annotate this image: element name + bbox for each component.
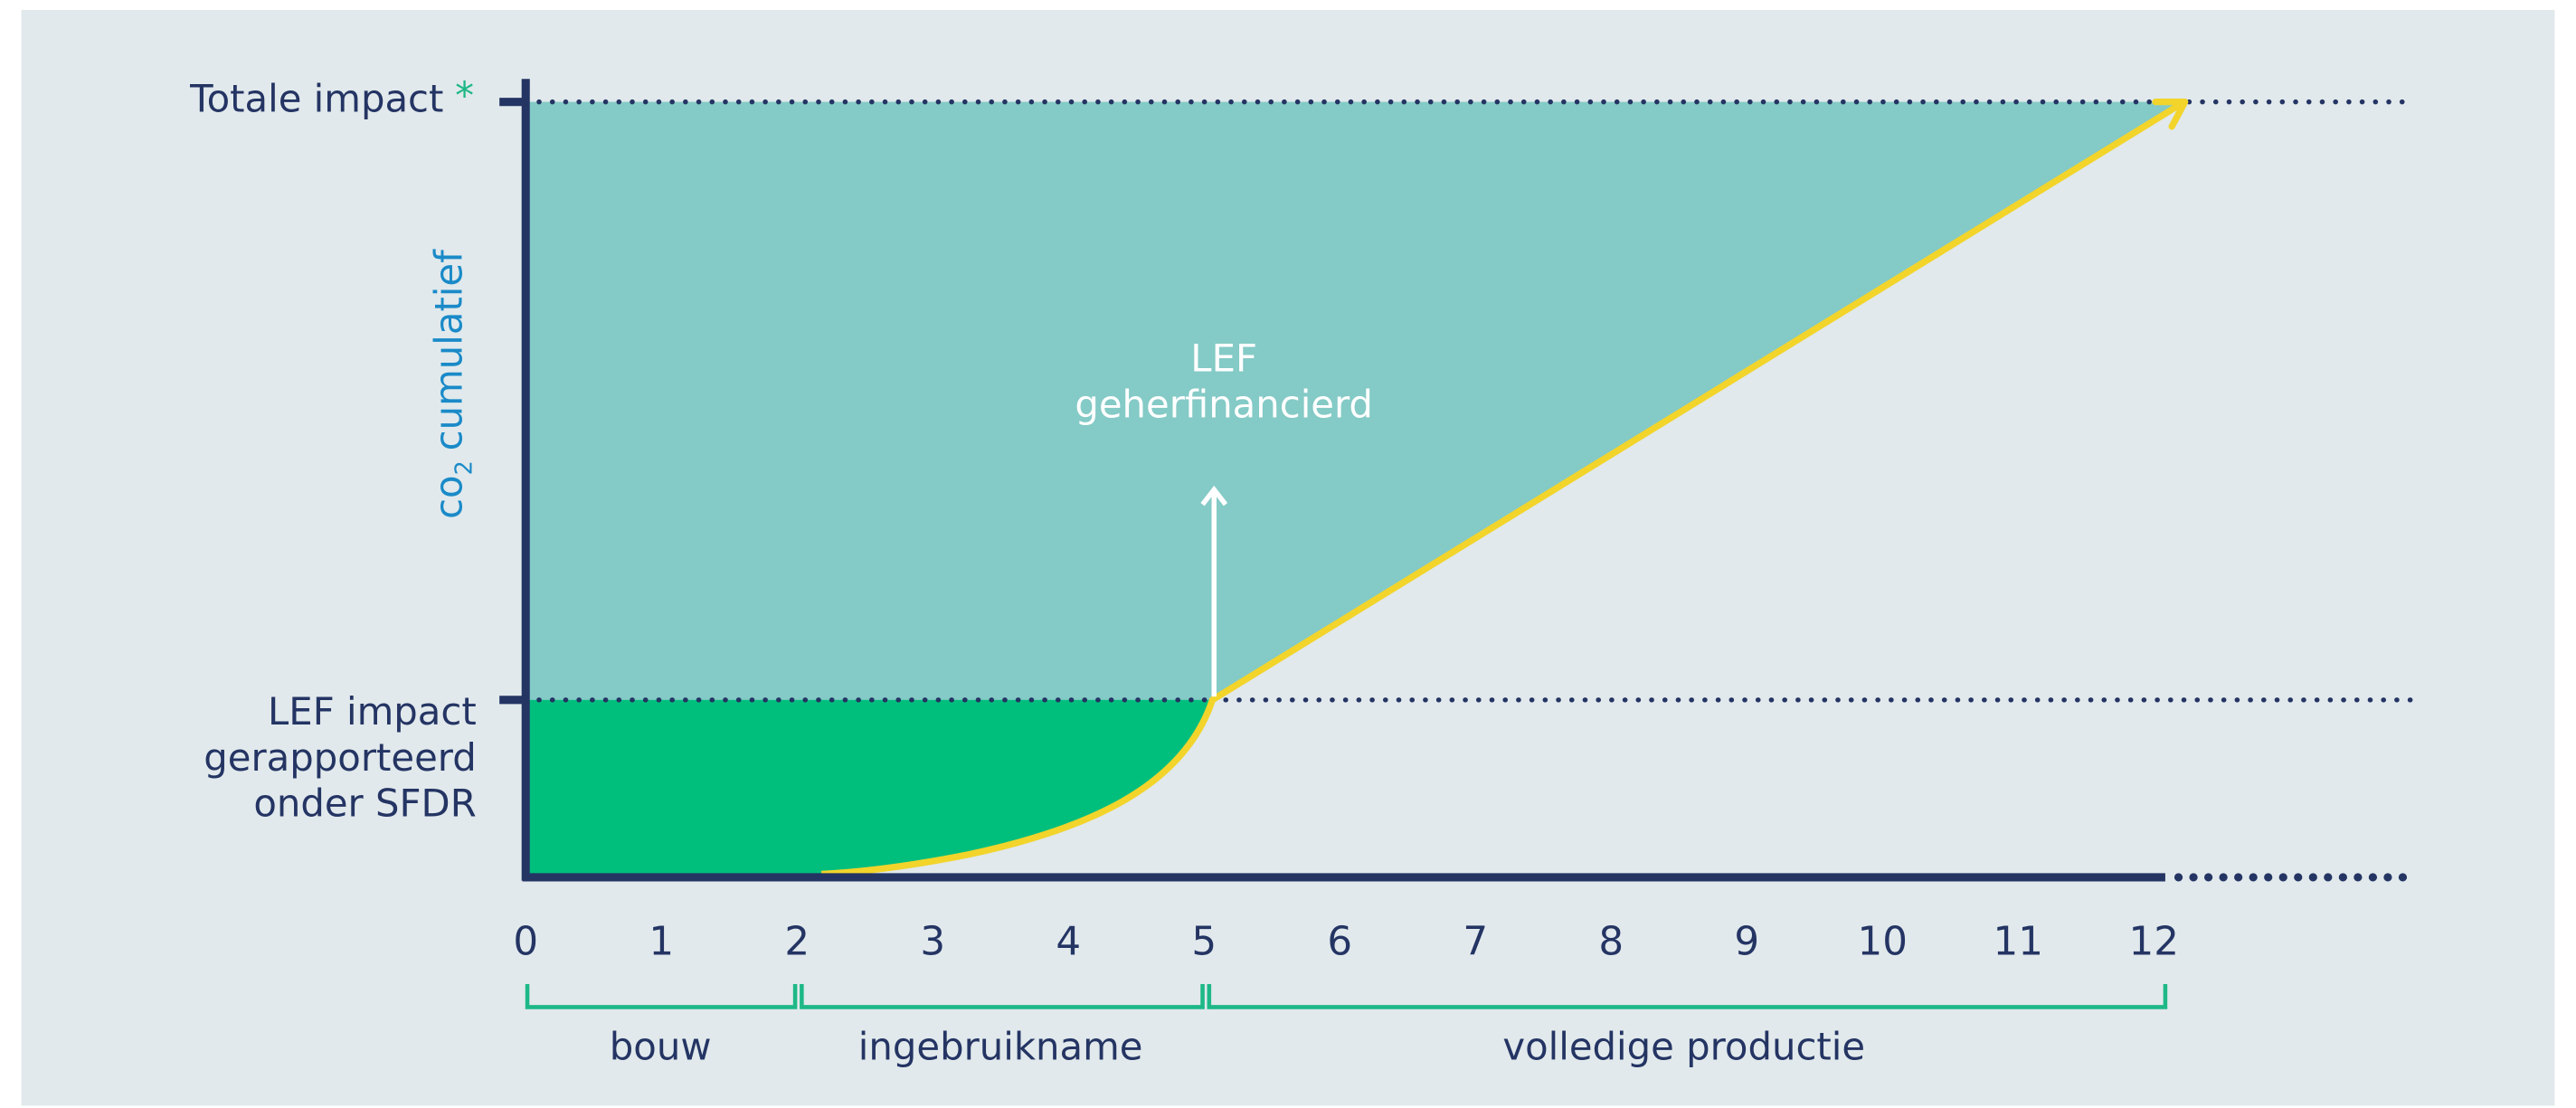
y-axis-label-rest: cumulatief (426, 249, 470, 450)
x-tick-label: 5 (1191, 919, 1217, 964)
impact-line (820, 100, 2183, 877)
top-label-marker: * (455, 73, 474, 118)
phase-bracket (1207, 984, 2168, 1009)
refinanced-area (526, 101, 2185, 700)
y-axis-label-main: co (426, 475, 470, 519)
x-tick-label: 9 (1734, 919, 1759, 964)
x-tick-label: 11 (1993, 919, 2042, 964)
x-tick-label: 3 (920, 919, 945, 964)
top-label: Totale impact (189, 77, 443, 121)
phase-label: volledige productie (1502, 1025, 1865, 1069)
annotation-line: geherfinancierd (1075, 382, 1373, 426)
x-tick-label: 8 (1598, 919, 1624, 964)
annotation-line: LEF (1190, 336, 1257, 381)
x-tick-label: 10 (1857, 919, 1907, 964)
x-tick-label: 1 (649, 919, 674, 964)
phase-label: bouw (610, 1025, 712, 1069)
phase-bracket (525, 984, 798, 1009)
y-axis-label-subscript: 2 (450, 460, 477, 475)
refinance-arrowhead (1200, 485, 1228, 507)
impact-arrowhead (2152, 99, 2189, 130)
phase-brackets (525, 984, 2168, 1009)
lef-label-line: onder SFDR (253, 781, 476, 826)
x-tick-label: 0 (513, 919, 538, 964)
lef-label-line: gerapporteerd (204, 735, 476, 780)
y-axis-label: co2 cumulatief (426, 249, 477, 519)
x-tick-label: 7 (1463, 919, 1488, 964)
lef-label-line: LEF impact (268, 689, 477, 734)
x-tick-label: 2 (784, 919, 810, 964)
phase-label: ingebruikname (858, 1025, 1143, 1069)
x-tick-label: 4 (1056, 919, 1081, 964)
lef-area (526, 699, 1213, 875)
x-tick-label: 12 (2128, 919, 2178, 964)
phase-bracket (800, 984, 1205, 1009)
x-tick-label: 6 (1327, 919, 1352, 964)
